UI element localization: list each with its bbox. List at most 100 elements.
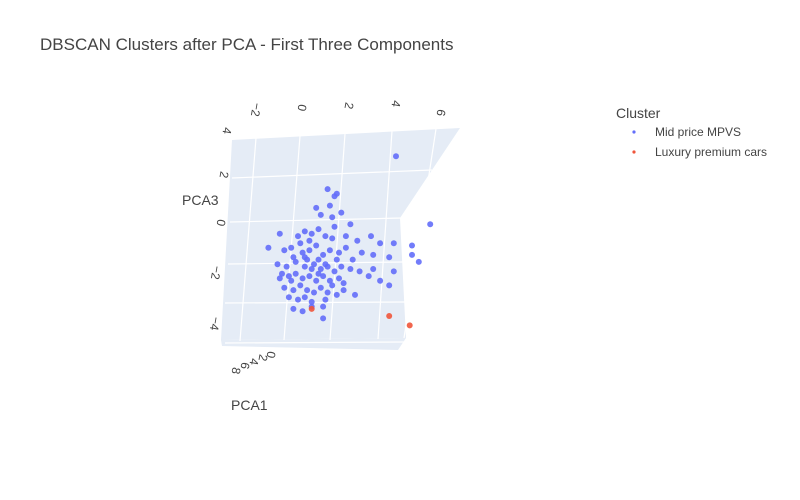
point-mid-price-mpvs[interactable] — [313, 277, 320, 284]
point-mid-price-mpvs[interactable] — [322, 261, 329, 268]
point-mid-price-mpvs[interactable] — [317, 266, 324, 272]
point-luxury-premium-cars[interactable] — [308, 305, 315, 312]
point-mid-price-mpvs[interactable] — [342, 233, 349, 240]
point-mid-price-mpvs[interactable] — [308, 266, 315, 272]
point-mid-price-mpvs[interactable] — [342, 244, 349, 251]
point-mid-price-mpvs[interactable] — [320, 273, 327, 280]
point-mid-price-mpvs[interactable] — [333, 291, 340, 298]
point-mid-price-mpvs[interactable] — [317, 211, 324, 218]
point-mid-price-mpvs[interactable] — [292, 270, 299, 277]
point-mid-price-mpvs[interactable] — [347, 221, 354, 228]
point-mid-price-mpvs[interactable] — [322, 233, 329, 240]
point-mid-price-mpvs[interactable] — [279, 270, 285, 277]
point-mid-price-mpvs[interactable] — [377, 277, 384, 284]
point-mid-price-mpvs[interactable] — [317, 284, 324, 291]
point-mid-price-mpvs[interactable] — [340, 287, 347, 294]
point-mid-price-mpvs[interactable] — [281, 284, 288, 291]
point-mid-price-mpvs[interactable] — [297, 240, 304, 247]
point-mid-price-mpvs[interactable] — [349, 256, 356, 263]
point-mid-price-mpvs[interactable] — [409, 242, 415, 249]
point-mid-price-mpvs[interactable] — [292, 258, 299, 265]
point-mid-price-mpvs[interactable] — [329, 282, 336, 289]
point-mid-price-mpvs[interactable] — [331, 223, 338, 230]
point-mid-price-mpvs[interactable] — [340, 280, 347, 287]
point-mid-price-mpvs[interactable] — [324, 289, 331, 296]
point-mid-price-mpvs[interactable] — [320, 303, 327, 310]
point-luxury-premium-cars[interactable] — [406, 322, 413, 329]
legend-item-luxury-premium-cars[interactable]: Luxury premium cars — [632, 145, 767, 159]
point-mid-price-mpvs[interactable] — [285, 294, 292, 301]
point-mid-price-mpvs[interactable] — [301, 294, 308, 301]
point-mid-price-mpvs[interactable] — [288, 244, 295, 251]
point-mid-price-mpvs[interactable] — [333, 256, 340, 263]
point-mid-price-mpvs[interactable] — [329, 214, 336, 221]
point-mid-price-mpvs[interactable] — [315, 270, 322, 277]
point-mid-price-mpvs[interactable] — [329, 235, 336, 242]
point-mid-price-mpvs[interactable] — [306, 237, 313, 244]
point-mid-price-mpvs[interactable] — [326, 202, 333, 209]
point-mid-price-mpvs[interactable] — [320, 315, 327, 322]
point-mid-price-mpvs[interactable] — [301, 228, 308, 235]
point-mid-price-mpvs[interactable] — [290, 287, 297, 294]
point-mid-price-mpvs[interactable] — [331, 268, 338, 275]
point-mid-price-mpvs[interactable] — [299, 308, 306, 315]
point-mid-price-mpvs[interactable] — [295, 296, 301, 303]
point-mid-price-mpvs[interactable] — [301, 263, 308, 270]
point-mid-price-mpvs[interactable] — [427, 221, 434, 228]
point-mid-price-mpvs[interactable] — [336, 275, 342, 282]
point-mid-price-mpvs[interactable] — [283, 263, 290, 270]
point-mid-price-mpvs[interactable] — [313, 242, 320, 249]
point-mid-price-mpvs[interactable] — [324, 186, 331, 193]
point-mid-price-mpvs[interactable] — [331, 193, 338, 200]
point-mid-price-mpvs[interactable] — [370, 266, 377, 272]
point-mid-price-mpvs[interactable] — [365, 273, 372, 280]
point-mid-price-mpvs[interactable] — [315, 256, 322, 263]
point-mid-price-mpvs[interactable] — [281, 247, 288, 254]
point-mid-price-mpvs[interactable] — [308, 298, 315, 305]
point-mid-price-mpvs[interactable] — [288, 277, 295, 284]
point-mid-price-mpvs[interactable] — [274, 261, 281, 268]
point-mid-price-mpvs[interactable] — [415, 258, 422, 265]
point-mid-price-mpvs[interactable] — [326, 247, 333, 254]
point-mid-price-mpvs[interactable] — [304, 256, 311, 263]
point-mid-price-mpvs[interactable] — [297, 282, 304, 289]
point-mid-price-mpvs[interactable] — [358, 249, 365, 256]
point-mid-price-mpvs[interactable] — [390, 240, 397, 247]
point-mid-price-mpvs[interactable] — [306, 247, 313, 254]
point-mid-price-mpvs[interactable] — [322, 296, 329, 303]
point-luxury-premium-cars[interactable] — [386, 313, 393, 319]
point-mid-price-mpvs[interactable] — [393, 153, 399, 160]
point-mid-price-mpvs[interactable] — [295, 233, 301, 240]
point-mid-price-mpvs[interactable] — [285, 273, 292, 280]
point-mid-price-mpvs[interactable] — [299, 275, 306, 282]
point-mid-price-mpvs[interactable] — [409, 251, 415, 258]
point-mid-price-mpvs[interactable] — [377, 240, 384, 247]
point-mid-price-mpvs[interactable] — [315, 226, 322, 233]
point-mid-price-mpvs[interactable] — [290, 305, 297, 312]
point-mid-price-mpvs[interactable] — [311, 289, 317, 296]
point-mid-price-mpvs[interactable] — [313, 204, 320, 211]
point-mid-price-mpvs[interactable] — [304, 287, 311, 294]
point-mid-price-mpvs[interactable] — [276, 230, 283, 237]
point-mid-price-mpvs[interactable] — [354, 237, 361, 244]
point-mid-price-mpvs[interactable] — [390, 268, 397, 275]
point-mid-price-mpvs[interactable] — [320, 251, 327, 258]
point-mid-price-mpvs[interactable] — [386, 282, 393, 289]
point-mid-price-mpvs[interactable] — [299, 249, 306, 256]
point-mid-price-mpvs[interactable] — [338, 209, 345, 216]
point-mid-price-mpvs[interactable] — [347, 266, 354, 272]
point-mid-price-mpvs[interactable] — [306, 273, 313, 280]
legend-item-mid-price-mpvs[interactable]: Mid price MPVS — [632, 125, 741, 139]
point-mid-price-mpvs[interactable] — [290, 254, 297, 261]
point-mid-price-mpvs[interactable] — [338, 263, 345, 270]
point-mid-price-mpvs[interactable] — [386, 254, 393, 261]
point-mid-price-mpvs[interactable] — [356, 268, 363, 275]
point-mid-price-mpvs[interactable] — [352, 291, 358, 298]
point-mid-price-mpvs[interactable] — [326, 277, 333, 284]
point-mid-price-mpvs[interactable] — [368, 233, 374, 240]
point-mid-price-mpvs[interactable] — [308, 230, 315, 237]
point-mid-price-mpvs[interactable] — [370, 251, 377, 258]
point-mid-price-mpvs[interactable] — [265, 244, 272, 251]
point-mid-price-mpvs[interactable] — [311, 261, 317, 268]
point-mid-price-mpvs[interactable] — [336, 249, 342, 256]
